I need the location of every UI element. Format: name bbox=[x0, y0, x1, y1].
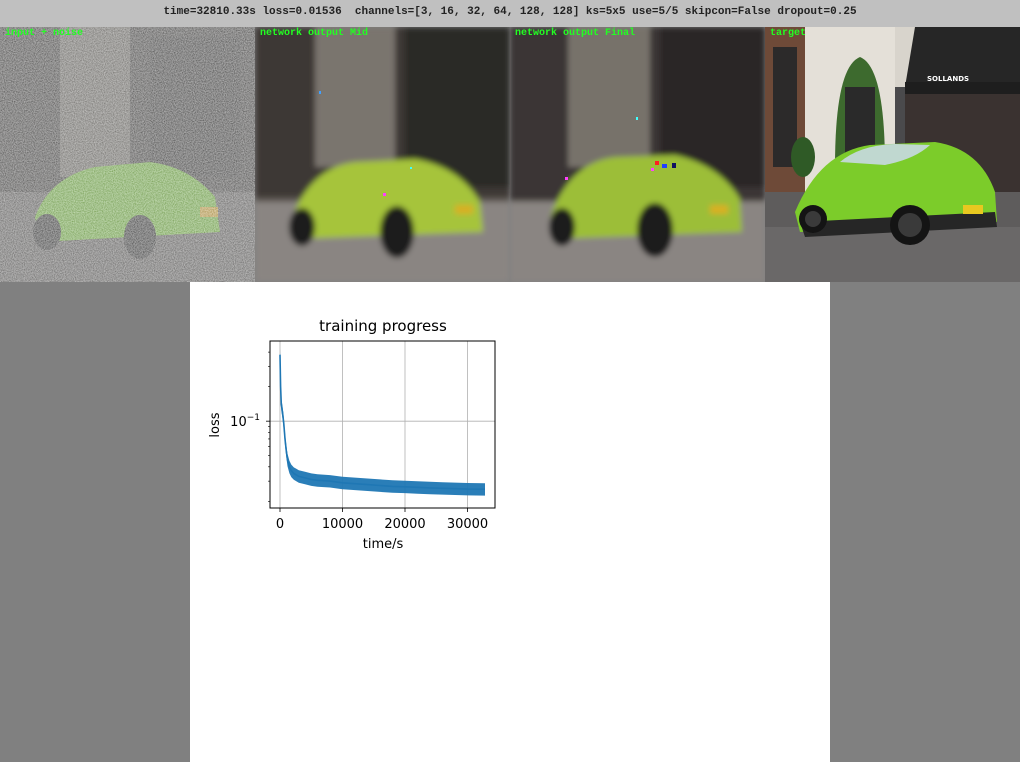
status-bar: time=32810.33s loss=0.01536 channels=[3,… bbox=[0, 0, 1020, 27]
panel-label: input + noise bbox=[5, 28, 84, 39]
network-output-mid-image bbox=[255, 27, 510, 282]
y-tick-label: 10−1 bbox=[230, 413, 260, 430]
input-noise-image bbox=[0, 27, 255, 282]
training-progress-chart: training progress 0 10000 20000 30000 10−1 t… bbox=[208, 317, 496, 552]
plot-area: training progress 0 10000 20000 30000 10−1 t… bbox=[190, 282, 830, 762]
panel-label: network output Mid bbox=[260, 28, 369, 39]
network-output-final-image bbox=[510, 27, 765, 282]
panel-network-output-final: network output Final bbox=[510, 27, 765, 282]
chart-title: training progress bbox=[319, 317, 447, 335]
panel-target: SOLLANDS target bbox=[765, 27, 1020, 282]
panel-label: network output Final bbox=[515, 28, 636, 39]
series-line bbox=[279, 354, 486, 490]
x-axis-label: time/s bbox=[363, 537, 404, 552]
x-tick-label: 30000 bbox=[447, 517, 488, 532]
x-tick-label: 10000 bbox=[322, 517, 363, 532]
target-image: SOLLANDS bbox=[765, 27, 1020, 282]
status-text: time=32810.33s loss=0.01536 channels=[3,… bbox=[163, 6, 857, 18]
chart-series bbox=[279, 348, 486, 496]
panel-network-output-mid: network output Mid bbox=[255, 27, 510, 282]
series-noise-band bbox=[280, 348, 485, 496]
chart-frame bbox=[269, 340, 496, 509]
storefront-sign: SOLLANDS bbox=[927, 75, 969, 83]
panel-label: target bbox=[770, 28, 807, 39]
chart-ticks: 0 10000 20000 30000 10−1 bbox=[230, 351, 488, 532]
y-axis-label: loss bbox=[208, 412, 223, 437]
x-tick-label: 20000 bbox=[384, 517, 425, 532]
panel-input-noise: input + noise bbox=[0, 27, 255, 282]
x-tick-label: 0 bbox=[276, 517, 284, 532]
